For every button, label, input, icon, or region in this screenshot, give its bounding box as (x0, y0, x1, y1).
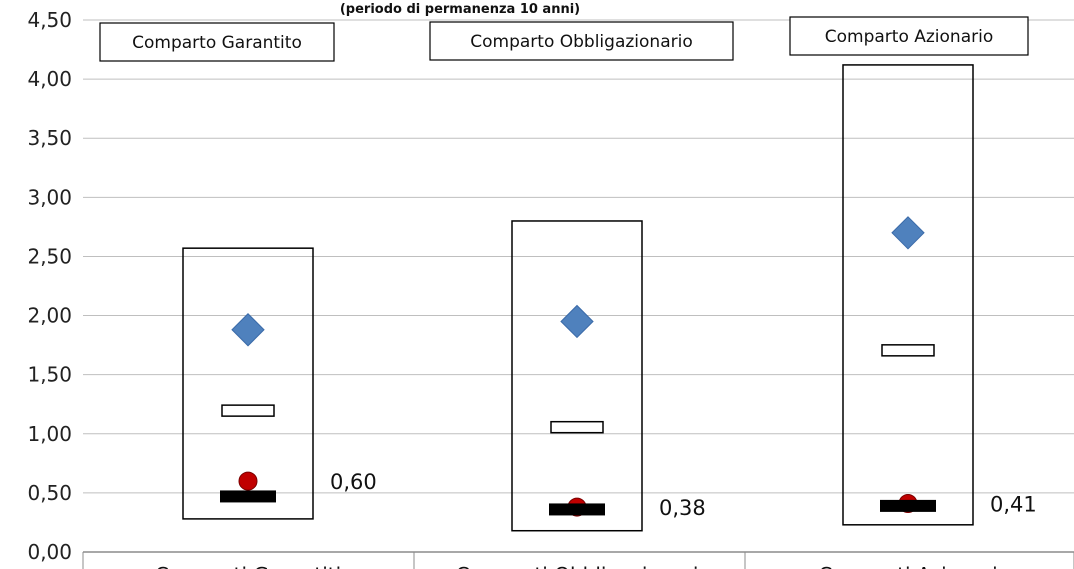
black-bar-marker (549, 503, 605, 516)
chart-title: (periodo di permanenza 10 anni) (340, 2, 580, 17)
white-dash-marker (881, 344, 935, 357)
blue-diamond-marker (560, 304, 594, 339)
range-box (842, 64, 974, 526)
y-axis-ticks: 0,00 0,50 1,00 1,50 2,00 2,50 3,00 3,50 4,00 4,50 (27, 8, 72, 564)
y-tick-label: 3,50 (27, 126, 72, 150)
category-label: Comparti Obbligazionari (456, 563, 699, 569)
y-tick-label: 0,00 (27, 540, 72, 564)
legend-box-label: Comparto Garantito (132, 33, 302, 53)
legend-box (429, 21, 734, 61)
white-dash-marker (221, 404, 275, 417)
black-bar-marker (880, 499, 936, 512)
range-box (511, 220, 643, 532)
y-tick-label: 4,00 (27, 67, 72, 91)
black-bar-marker (220, 490, 276, 503)
category-label: Comparti Garantiti (155, 563, 341, 569)
red-circle-marker (238, 471, 258, 491)
chart-labels: 0,60 Comparti Garantiti 0,38 Comparti Obbli… (99, 16, 1037, 569)
range-box (182, 247, 314, 520)
chart-marks (182, 64, 974, 532)
legend-box-label: Comparto Azionario (825, 27, 993, 47)
y-tick-label: 4,50 (27, 8, 72, 32)
y-tick-label: 2,00 (27, 304, 72, 328)
white-dash-marker (550, 420, 604, 434)
value-label: 0,60 (330, 470, 377, 494)
legend-box (789, 16, 1029, 56)
y-tick-label: 2,50 (27, 244, 72, 268)
value-label: 0,38 (659, 496, 706, 520)
value-label: 0,41 (990, 493, 1037, 517)
y-tick-label: 1,00 (27, 422, 72, 446)
category-label: Comparti Azionari (818, 563, 997, 569)
blue-diamond-marker (231, 313, 265, 347)
legend-box-label: Comparto Obbligazionario (470, 32, 692, 52)
y-tick-label: 0,50 (27, 481, 72, 505)
y-tick-label: 3,00 (27, 185, 72, 209)
y-tick-label: 1,50 (27, 363, 72, 387)
legend-box (99, 22, 335, 62)
blue-diamond-marker (891, 216, 925, 250)
